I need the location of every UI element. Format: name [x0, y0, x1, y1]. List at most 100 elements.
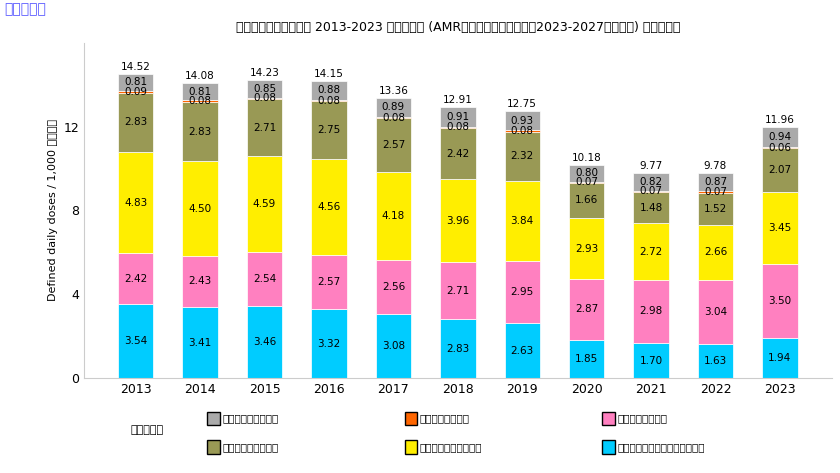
Text: 0.08: 0.08: [511, 126, 533, 136]
Text: 0.81: 0.81: [188, 87, 212, 97]
Text: 2.57: 2.57: [318, 277, 340, 287]
Text: 0.81: 0.81: [124, 77, 147, 87]
Text: 2.71: 2.71: [253, 123, 276, 133]
Bar: [698, 173, 733, 191]
Bar: [762, 127, 798, 147]
Bar: [698, 193, 733, 225]
Text: 3.04: 3.04: [704, 307, 727, 317]
Bar: [312, 101, 347, 159]
Text: 1.52: 1.52: [704, 203, 727, 214]
Text: 0.07: 0.07: [639, 186, 663, 196]
Text: 14.15: 14.15: [314, 70, 344, 79]
Text: 3.08: 3.08: [382, 341, 405, 351]
Bar: [247, 306, 282, 378]
Bar: [312, 159, 347, 255]
Text: 内服フルオロキノロン: 内服フルオロキノロン: [420, 442, 482, 452]
Text: 2.66: 2.66: [704, 247, 727, 257]
Bar: [118, 91, 154, 93]
Bar: [698, 191, 733, 193]
Text: 4.56: 4.56: [318, 202, 340, 212]
Bar: [698, 280, 733, 344]
Bar: [633, 280, 669, 343]
Bar: [440, 179, 475, 262]
Bar: [182, 307, 218, 378]
Text: 2.83: 2.83: [188, 127, 212, 137]
Text: 2.83: 2.83: [124, 117, 147, 127]
Bar: [505, 111, 540, 130]
Text: 2.42: 2.42: [124, 274, 147, 284]
Text: 0.07: 0.07: [575, 177, 598, 187]
Bar: [505, 130, 540, 132]
Text: 2.32: 2.32: [511, 151, 534, 161]
Bar: [182, 83, 218, 100]
Text: 0.88: 0.88: [318, 86, 340, 96]
Bar: [440, 126, 475, 128]
Text: 2.87: 2.87: [575, 305, 598, 315]
Bar: [247, 80, 282, 97]
Text: 2.71: 2.71: [446, 286, 470, 296]
Text: 14.08: 14.08: [186, 71, 215, 81]
Text: 3.32: 3.32: [318, 339, 340, 349]
Text: 1.94: 1.94: [769, 353, 791, 363]
Text: 内服第三世代セファロスポリン: 内服第三世代セファロスポリン: [617, 442, 705, 452]
Bar: [375, 117, 411, 118]
Text: 内服・注射: 内服・注射: [4, 2, 46, 17]
Bar: [762, 147, 798, 149]
Text: 3.54: 3.54: [124, 336, 147, 346]
Text: 3.50: 3.50: [769, 296, 791, 306]
Text: 0.08: 0.08: [318, 96, 340, 105]
Text: 3.45: 3.45: [769, 223, 791, 233]
Bar: [247, 97, 282, 99]
Bar: [375, 172, 411, 260]
Text: 3.84: 3.84: [511, 216, 534, 226]
Bar: [247, 156, 282, 253]
Bar: [569, 340, 604, 378]
Text: 2.42: 2.42: [446, 149, 470, 158]
Bar: [182, 161, 218, 256]
Text: 14.23: 14.23: [249, 68, 280, 78]
Bar: [762, 192, 798, 264]
Text: 2.07: 2.07: [769, 165, 791, 175]
Text: その他の内服抗菌薬: その他の内服抗菌薬: [223, 442, 279, 452]
Text: 0.06: 0.06: [769, 143, 791, 153]
Bar: [440, 107, 475, 126]
Text: 3.46: 3.46: [253, 337, 276, 347]
Bar: [505, 132, 540, 181]
Text: 3.96: 3.96: [446, 216, 470, 226]
Bar: [182, 100, 218, 102]
Bar: [762, 149, 798, 192]
Bar: [118, 254, 154, 304]
Bar: [505, 181, 540, 261]
Text: 0.89: 0.89: [382, 102, 405, 112]
Text: 2.95: 2.95: [511, 287, 534, 297]
Text: 0.07: 0.07: [704, 187, 727, 197]
Text: 1.70: 1.70: [639, 356, 663, 366]
Bar: [633, 191, 669, 192]
Text: 0.08: 0.08: [253, 93, 276, 104]
Text: 9.78: 9.78: [704, 161, 727, 171]
Bar: [375, 260, 411, 314]
Text: 0.80: 0.80: [575, 168, 598, 178]
Bar: [375, 98, 411, 117]
Bar: [375, 314, 411, 378]
Text: 2.93: 2.93: [575, 244, 598, 254]
Bar: [698, 344, 733, 378]
Text: 2.83: 2.83: [446, 344, 470, 354]
Text: 0.94: 0.94: [769, 132, 791, 142]
Bar: [698, 225, 733, 280]
Text: 4.83: 4.83: [124, 198, 147, 208]
Text: 0.08: 0.08: [446, 123, 470, 132]
Text: 4.59: 4.59: [253, 199, 276, 209]
Text: 2.72: 2.72: [639, 246, 663, 257]
Bar: [247, 99, 282, 156]
Text: 2.56: 2.56: [381, 282, 405, 292]
Text: 2.57: 2.57: [381, 140, 405, 150]
Text: 0.93: 0.93: [511, 115, 533, 125]
Bar: [440, 319, 475, 378]
Y-axis label: Defined daily doses / 1,000 住民／日: Defined daily doses / 1,000 住民／日: [48, 120, 58, 301]
Text: 12.91: 12.91: [443, 96, 473, 105]
Text: 12.75: 12.75: [507, 99, 537, 109]
Bar: [118, 74, 154, 91]
Text: 注射カルバペネム: 注射カルバペネム: [420, 413, 470, 424]
Text: 0.08: 0.08: [189, 96, 212, 106]
